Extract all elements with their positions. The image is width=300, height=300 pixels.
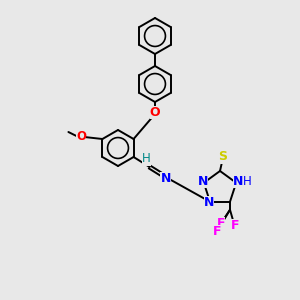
Text: N: N [160, 172, 171, 184]
Text: F: F [213, 225, 221, 238]
Text: H: H [142, 152, 151, 166]
Text: S: S [218, 151, 227, 164]
Text: O: O [76, 130, 86, 142]
Text: F: F [217, 217, 225, 230]
Text: H: H [243, 175, 251, 188]
Text: N: N [204, 196, 214, 209]
Text: F: F [231, 219, 239, 232]
Text: O: O [150, 106, 160, 118]
Text: N: N [233, 175, 243, 188]
Text: N: N [198, 175, 208, 188]
